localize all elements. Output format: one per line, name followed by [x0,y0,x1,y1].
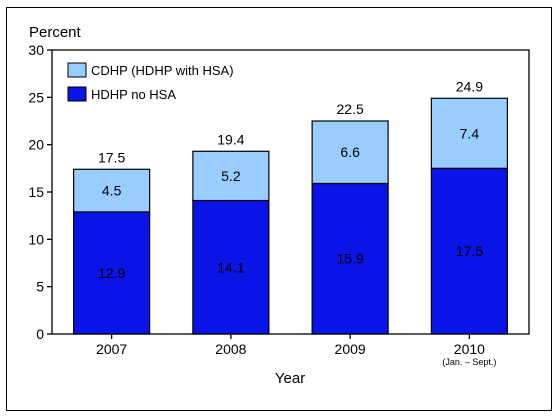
x-tick-label: 2008 [215,341,246,357]
legend-swatch [67,62,87,78]
data-label: 6.6 [340,144,360,160]
bar-segment [192,199,270,335]
bar-segment [430,97,508,169]
total-label: 17.5 [98,149,125,165]
legend-label: CDHP (HDHP with HSA) [91,63,234,78]
y-tick-label: 0 [36,326,44,342]
x-tick-label: 2010 [454,341,485,357]
bar-segment [430,167,508,335]
y-axis-label: Percent [29,24,82,41]
data-label: 4.5 [102,183,122,199]
legend-label: HDHP no HSA [91,87,176,102]
bar-segment [192,150,270,202]
total-label: 22.5 [337,101,364,117]
bar-segment [311,182,389,335]
y-tick-label: 15 [28,184,44,200]
bars: 12.9 4.5 17.5 14.1 5.2 19.4 15.9 6.6 22.5 17.5 7.4… [73,78,508,335]
data-label: 5.2 [221,168,241,184]
total-label: 19.4 [217,131,244,147]
x-axis-label: Year [275,370,305,387]
data-label: 7.4 [460,125,480,141]
bar-segment [311,120,389,185]
y-tick-label: 20 [28,137,44,153]
legend-swatch [67,86,87,102]
y-tick-label: 25 [28,89,44,105]
x-tick-label: 2009 [335,341,366,357]
y-tick-label: 5 [36,279,44,295]
chart-frame [6,7,552,411]
y-tick-label: 30 [28,42,44,58]
bar-segment [73,168,151,213]
data-label: 15.9 [337,251,364,267]
data-label: 14.1 [217,259,244,275]
x-tick-sublabel: (Jan. – Sept.) [442,357,496,367]
x-tick-label: 2007 [96,341,127,357]
total-label: 24.9 [456,78,483,94]
data-label: 12.9 [98,265,125,281]
y-tick-label: 10 [28,231,44,247]
data-label: 17.5 [456,243,483,259]
axes: 0 5 10 15 20 25 30 2007 2008 2009 2010(Jan. – Sept… [28,42,530,367]
legend: CDHP (HDHP with HSA) HDHP no HSA [67,62,234,102]
